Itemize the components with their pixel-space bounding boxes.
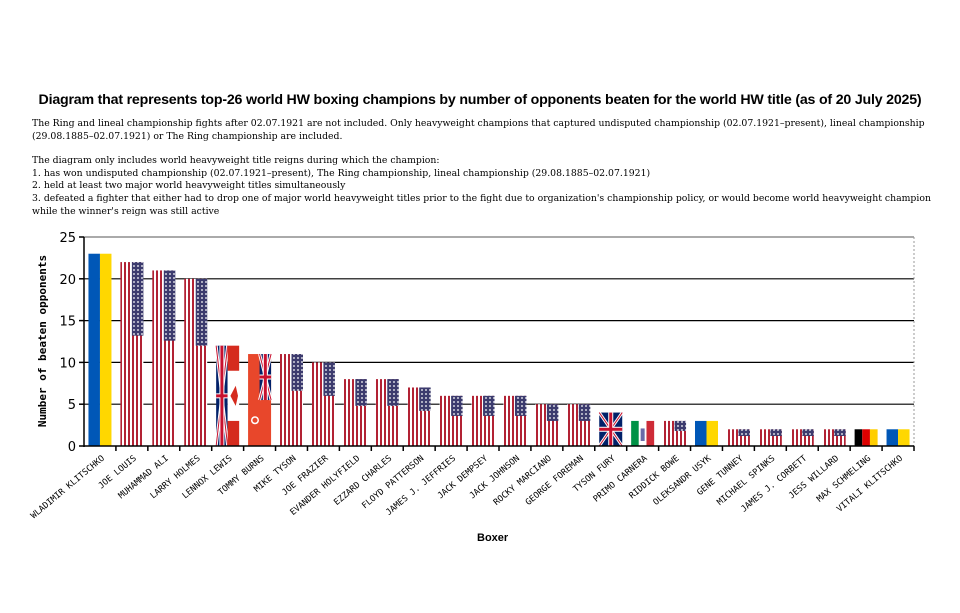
x-tick-label: OLEKSANDR USYK [652,453,715,508]
bar-usa [567,404,591,446]
y-tick-label: 5 [68,398,76,413]
bar-usa [726,429,750,446]
bar-usa [343,379,367,446]
bar-usa [535,404,559,446]
bar-usa [407,387,431,446]
bar-usa [663,420,687,446]
bar-usa [184,278,208,446]
note-2: The diagram only includes world heavywei… [32,155,440,167]
bar-usa [120,262,144,446]
bar-ukraine [695,420,718,446]
note-4: 2. held at least two major world heavywe… [32,180,346,192]
note-5: 3. defeated a fighter that either had to… [32,192,931,217]
bar-uk [597,411,624,447]
y-axis-label: Number of beaten opponents [36,255,49,427]
bar-ukraine [886,429,910,446]
x-tick-label: WLADIMIR KLITSCHKO [29,454,107,522]
bar-usa [152,270,176,446]
y-tick-label: 15 [59,315,76,330]
bar-red-ensign [248,353,273,446]
note-3: 1. has won undisputed championship (02.0… [32,167,651,179]
bar-germany [854,429,878,446]
bar-usa [439,395,463,446]
bar-usa [375,379,399,446]
bar-usa [471,395,495,446]
bar-usa [758,429,782,446]
y-tick-label: 0 [68,440,76,455]
chart-notes: The Ring and lineal championship fights … [32,118,932,218]
bar-italy [631,420,655,446]
note-1: The Ring and lineal championship fights … [32,118,925,142]
bar-usa [311,362,335,446]
chart-title: Diagram that represents top-26 world HW … [38,92,922,108]
bar-uk-canada [214,345,240,447]
y-tick-label: 20 [59,273,76,288]
bar-usa [503,395,527,446]
x-tick-label: GEORGE FOREMAN [524,454,586,508]
y-tick-label: 25 [59,231,76,246]
x-tick-label: PRIMO CARNERA [592,453,651,504]
bar-usa [280,354,303,446]
bar-usa [822,429,846,446]
bar-usa [790,429,814,446]
y-tick-label: 10 [59,356,76,371]
x-tick-label: MAX SCHMELING [815,454,873,505]
x-axis-label: Boxer [477,532,509,544]
bar-ukraine [88,253,112,446]
